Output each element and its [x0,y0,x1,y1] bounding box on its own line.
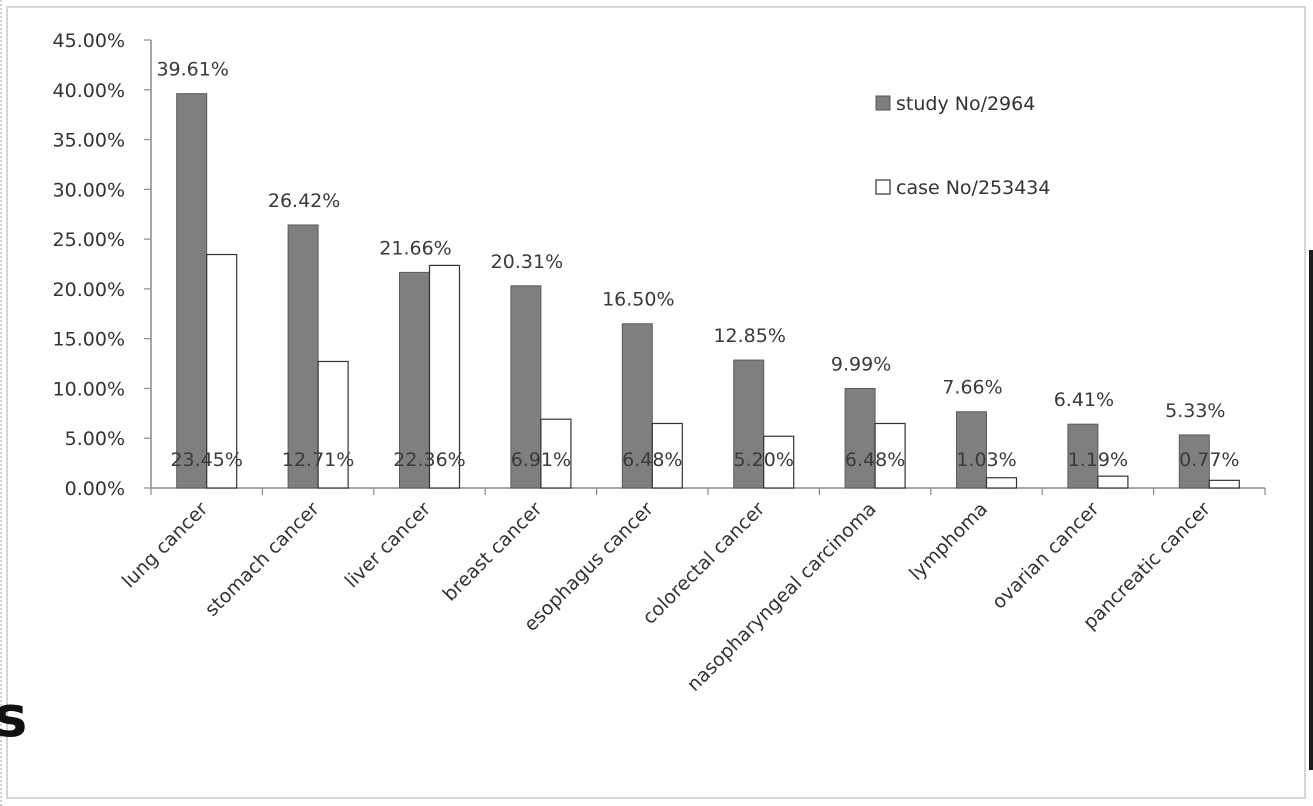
bar-case [763,435,795,489]
data-label-study: 16.50% [602,289,674,311]
y-tick-label: 25.00% [53,229,125,251]
data-label-case: 5.20% [734,449,794,471]
bar-study [621,323,653,489]
data-label-study: 26.42% [268,190,340,212]
data-label-case: 22.36% [393,449,465,471]
y-tick-label: 45.00% [53,30,125,52]
category-label: breast cancer [439,498,547,606]
bar-case [651,422,683,489]
data-label-study: 7.66% [942,377,1002,399]
data-label-case: 23.45% [170,449,242,471]
data-label-case: 1.03% [956,449,1016,471]
data-label-study: 21.66% [379,237,451,259]
category-label: stomach cancer [201,498,324,621]
legend-swatch-case [875,179,891,195]
category-label: lung cancer [118,498,213,593]
legend: study No/2964 case No/253434 [875,93,1051,199]
bar-study [956,411,987,489]
y-tick-label: 15.00% [53,329,125,351]
y-tick-label: 0.00% [65,478,125,500]
legend-label-case: case No/253434 [896,177,1051,199]
category-label: nasopharyngeal carcinoma [683,498,881,696]
bar-case [206,253,238,489]
data-label-study: 6.41% [1054,389,1114,411]
y-tick-label: 30.00% [53,179,125,201]
y-tick-label: 40.00% [53,80,125,102]
category-label: liver cancer [341,498,435,592]
bar-study [1067,423,1099,489]
x-axis [150,487,1266,495]
data-label-study: 5.33% [1165,400,1225,422]
bar-case [540,418,572,489]
data-label-study: 20.31% [491,251,563,273]
bar-study [733,359,765,489]
data-label-case: 6.48% [622,449,682,471]
category-label: colorectal cancer [638,498,769,629]
bar-case [874,422,906,489]
data-label-study: 9.99% [831,354,891,376]
y-tick-label: 20.00% [53,279,125,301]
bar-study [287,224,319,489]
bar-case [985,477,1018,489]
bar-case [1208,479,1240,489]
bar-study [176,93,208,489]
legend-swatch-study [875,95,891,111]
data-label-study: 12.85% [713,325,785,347]
bar-study [510,285,542,489]
data-label-case: 12.71% [282,449,354,471]
category-label: lymphoma [905,498,992,585]
bar-case [1097,475,1129,489]
data-label-case: 6.91% [511,449,571,471]
page-edge-rule [0,0,5,806]
stray-text: s [0,685,28,750]
data-labels: 39.61% 23.45% 26.42% 12.71% 21.66% 22.36% 20.3… [156,59,1239,471]
data-label-study: 39.61% [156,59,228,81]
y-tick-label: 10.00% [53,378,125,400]
data-label-case: 0.77% [1179,449,1239,471]
data-label-case: 1.19% [1068,449,1128,471]
y-tick-label: 35.00% [53,130,125,152]
y-tick-label: 5.00% [65,428,125,450]
bar-case [428,264,461,489]
data-label-case: 6.48% [845,449,905,471]
bar-case [317,360,349,489]
bar-study [1178,434,1210,489]
y-axis: 0.00% 5.00% 10.00% 15.00% 20.00% 25.00% 30.00%… [53,30,152,500]
legend-label-study: study No/2964 [896,93,1035,115]
category-label: pancreatic cancer [1079,498,1215,634]
bar-study [844,388,876,489]
category-label: ovarian cancer [988,498,1104,614]
page-edge-shadow [1309,250,1313,770]
bars [176,93,1240,489]
